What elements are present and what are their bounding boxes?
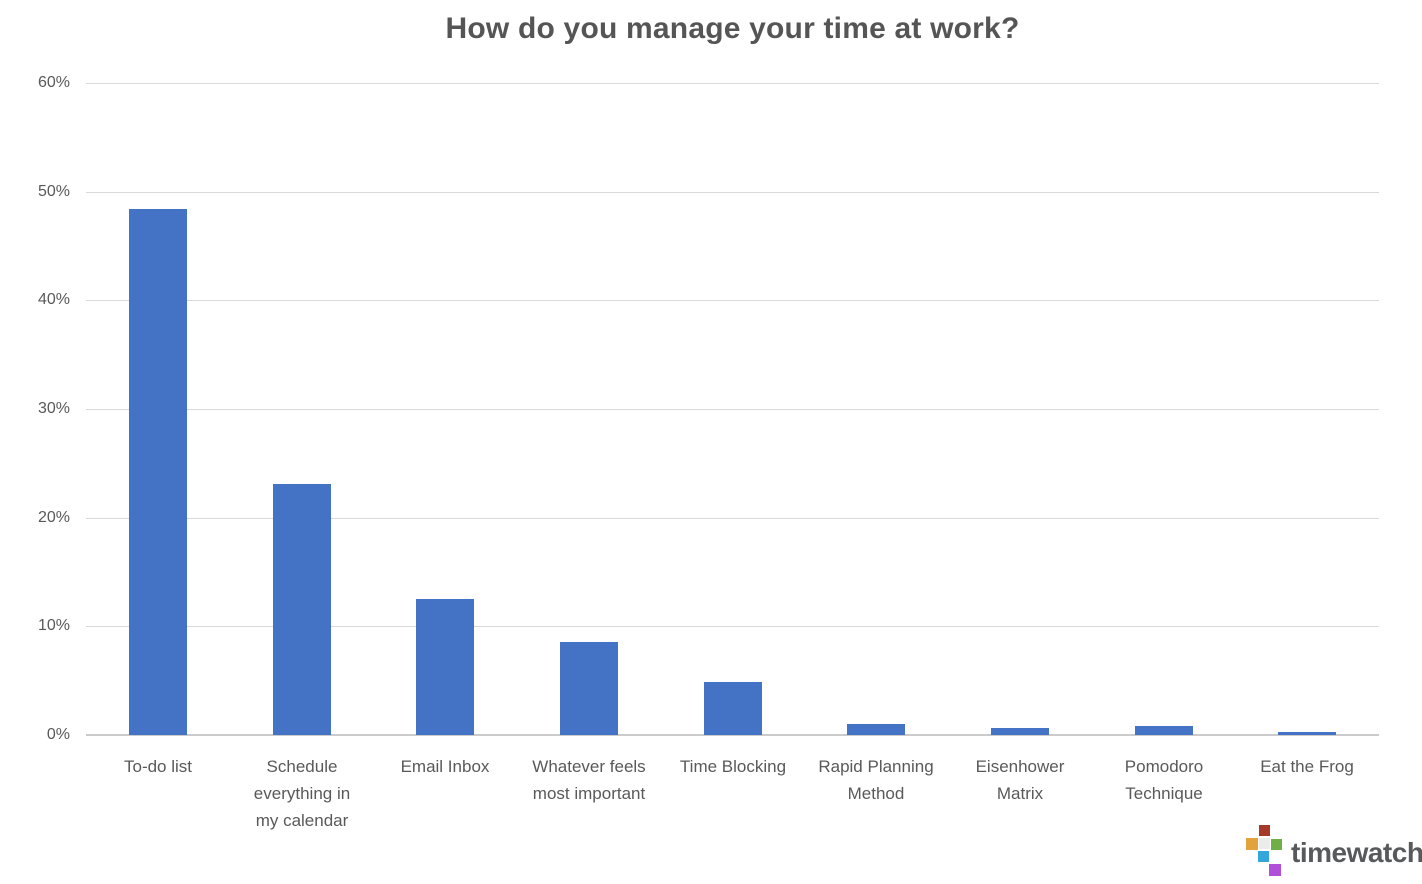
bar-pomodoro-technique <box>1135 726 1193 735</box>
timewatch-logo-mark-icon <box>1246 824 1284 878</box>
bar-to-do-list <box>129 209 187 735</box>
plot-area <box>86 83 1379 736</box>
gridline <box>86 191 1379 193</box>
bar-eat-the-frog <box>1278 732 1336 735</box>
bar-email-inbox <box>416 599 474 735</box>
x-axis-label: Eisenhower Matrix <box>975 757 1065 803</box>
y-axis-tick: 50% <box>37 183 70 200</box>
x-axis-label: Whatever feels most important <box>532 757 646 803</box>
logo-text: timewatch <box>1291 837 1422 868</box>
y-axis-tick: 10% <box>37 617 70 634</box>
chart-title: How do you manage your time at work? <box>445 12 1020 45</box>
bar-schedule-everything-in-my-calendar <box>273 484 331 735</box>
bar-rapid-planning-method <box>847 724 905 735</box>
y-axis-tick: 60% <box>37 74 70 91</box>
x-axis-baseline <box>86 734 1379 736</box>
y-axis-tick: 40% <box>37 291 70 308</box>
logo-green-square-icon <box>1271 839 1282 850</box>
gridline <box>86 517 1379 519</box>
y-axis-tick: 20% <box>37 509 70 526</box>
x-axis-label: Eat the Frog <box>1260 757 1354 776</box>
bar-time-blocking <box>704 682 762 735</box>
bar-whatever-feels-most-important <box>560 642 618 735</box>
timewatch-logo: timewatch <box>1246 824 1422 880</box>
gridline <box>86 626 1379 628</box>
gridline <box>86 300 1379 302</box>
x-axis-label: Rapid Planning Method <box>818 757 934 803</box>
x-axis-label: Time Blocking <box>679 757 787 776</box>
bar-eisenhower-matrix <box>991 728 1049 735</box>
x-axis-label: Email Inbox <box>400 757 490 776</box>
x-axis-label: Schedule everything in my calendar <box>253 757 351 830</box>
y-axis-tick: 0% <box>46 726 70 743</box>
x-axis-label: To-do list <box>123 757 193 776</box>
logo-light-gray-square-icon <box>1259 838 1270 849</box>
gridline <box>86 409 1379 410</box>
logo-blue-square-icon <box>1258 851 1269 862</box>
x-axis-label: Pomodoro Technique <box>1124 757 1204 803</box>
logo-purple-square-icon <box>1269 864 1281 876</box>
logo-red-square-icon <box>1259 825 1270 836</box>
gridline <box>86 83 1379 84</box>
y-axis-tick: 30% <box>37 400 70 417</box>
logo-orange-square-icon <box>1246 838 1258 850</box>
